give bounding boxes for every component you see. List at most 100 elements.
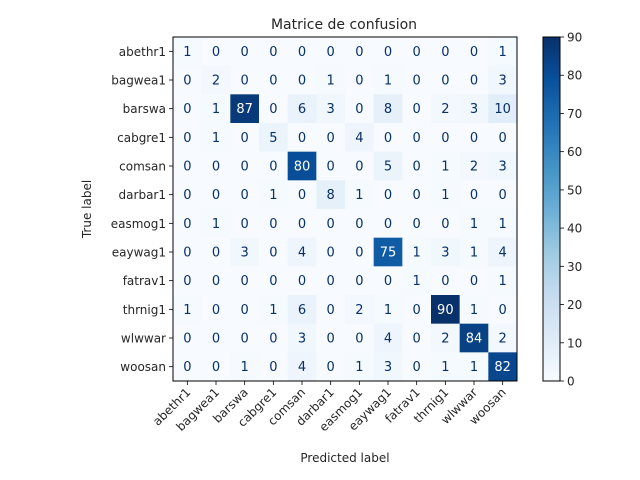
- y-tick-label: thrnig1: [123, 303, 166, 317]
- cell-value: 0: [327, 246, 335, 261]
- cell-value: 0: [298, 45, 306, 60]
- cell-value: 4: [499, 246, 507, 261]
- heatmap-cell: [402, 352, 432, 382]
- cell-value: 8: [384, 102, 392, 117]
- cell-value: 0: [298, 74, 306, 89]
- colorbar-tick-label: 80: [567, 69, 582, 83]
- heatmap-cell: [173, 209, 202, 238]
- heatmap-cell: [316, 94, 346, 124]
- heatmap-cell: [173, 180, 202, 210]
- colorbar-tick-label: 30: [567, 260, 582, 274]
- cell-value: 0: [470, 274, 478, 289]
- cell-value: 0: [269, 217, 277, 232]
- cell-value: 8: [327, 188, 335, 203]
- heatmap-cell: [259, 123, 288, 152]
- cell-value: 0: [269, 102, 277, 117]
- heatmap-cell: [459, 94, 489, 124]
- cell-value: 4: [355, 131, 363, 146]
- y-tick-label: bagwea1: [111, 74, 166, 88]
- cell-value: 0: [413, 332, 421, 347]
- cell-value: 0: [183, 102, 191, 117]
- heatmap-cell: [402, 323, 432, 353]
- heatmap-cell: [316, 65, 346, 95]
- cell-value: 0: [212, 303, 220, 318]
- heatmap-cell: [173, 123, 202, 152]
- heatmap-cell: [459, 295, 489, 324]
- heatmap-cell: [345, 352, 374, 382]
- cell-value: 0: [241, 131, 249, 146]
- y-axis-label: True label: [80, 180, 94, 239]
- cell-value: 0: [441, 274, 449, 289]
- heatmap-cell: [459, 352, 489, 382]
- colorbar-tick-label: 50: [567, 183, 582, 197]
- heatmap-cell: [488, 65, 518, 95]
- cell-value: 1: [212, 131, 220, 146]
- cell-value: 0: [269, 332, 277, 347]
- colorbar-tick-label: 60: [567, 145, 582, 159]
- cell-value: 0: [355, 217, 363, 232]
- cell-value: 0: [499, 131, 507, 146]
- heatmap-cell: [345, 123, 374, 152]
- y-tick-label: barswa: [123, 102, 166, 116]
- heatmap-cell: [201, 266, 231, 296]
- heatmap-cell: [431, 323, 460, 353]
- cell-value: 0: [241, 274, 249, 289]
- cell-value: 0: [327, 360, 335, 375]
- cell-value: 0: [355, 246, 363, 261]
- heatmap-cell: [488, 295, 518, 324]
- heatmap-cell: [316, 266, 346, 296]
- cell-value: 3: [499, 74, 507, 89]
- cell-value: 0: [241, 160, 249, 175]
- cell-value: 0: [327, 303, 335, 318]
- heatmap-cell: [402, 65, 432, 95]
- cell-value: 1: [241, 360, 249, 375]
- heatmap-cell: [373, 65, 403, 95]
- heatmap-cell: [287, 323, 317, 353]
- cell-value: 0: [183, 131, 191, 146]
- cell-value: 1: [499, 217, 507, 232]
- heatmap-cell: [316, 323, 346, 353]
- heatmap-cell: [287, 209, 317, 238]
- cell-value: 0: [269, 274, 277, 289]
- heatmap-cell: [201, 323, 231, 353]
- heatmap-cell: [259, 237, 288, 267]
- cell-value: 0: [269, 74, 277, 89]
- heatmap-cell: [488, 323, 518, 353]
- heatmap-cell: [459, 266, 489, 296]
- cell-value: 0: [499, 188, 507, 203]
- cell-value: 0: [384, 45, 392, 60]
- heatmap-cell: [431, 123, 460, 152]
- heatmap-cell: [345, 94, 374, 124]
- cell-value: 0: [327, 160, 335, 175]
- cell-value: 1: [355, 188, 363, 203]
- cell-value: 3: [470, 102, 478, 117]
- heatmap-cell: [431, 352, 460, 382]
- colorbar-tick-label: 40: [567, 222, 582, 236]
- cell-value: 0: [327, 274, 335, 289]
- colorbar-tick-label: 70: [567, 107, 582, 121]
- heatmap-cell: [259, 180, 288, 210]
- cell-value: 0: [183, 360, 191, 375]
- heatmap-cell: [316, 295, 346, 324]
- heatmap-cell: [373, 123, 403, 152]
- y-tick-label: comsan: [119, 160, 166, 174]
- cell-value: 1: [470, 217, 478, 232]
- heatmap-cell: [316, 352, 346, 382]
- cell-value: 0: [355, 332, 363, 347]
- heatmap-cell: [201, 37, 231, 66]
- heatmap-cell: [316, 237, 346, 267]
- y-tick-label: woosan: [120, 360, 166, 374]
- heatmap-cell: [201, 123, 231, 152]
- cell-value: 2: [441, 332, 449, 347]
- heatmap-cell: [402, 123, 432, 152]
- heatmap-cells: [173, 37, 518, 382]
- heatmap-cell: [488, 37, 518, 66]
- cell-value: 0: [327, 217, 335, 232]
- heatmap-cell: [173, 237, 202, 267]
- heatmap-cell: [259, 295, 288, 324]
- cell-value: 0: [241, 45, 249, 60]
- heatmap-cell: [488, 237, 518, 267]
- heatmap-cell: [230, 352, 260, 382]
- cell-value: 0: [441, 217, 449, 232]
- heatmap-cell: [488, 209, 518, 238]
